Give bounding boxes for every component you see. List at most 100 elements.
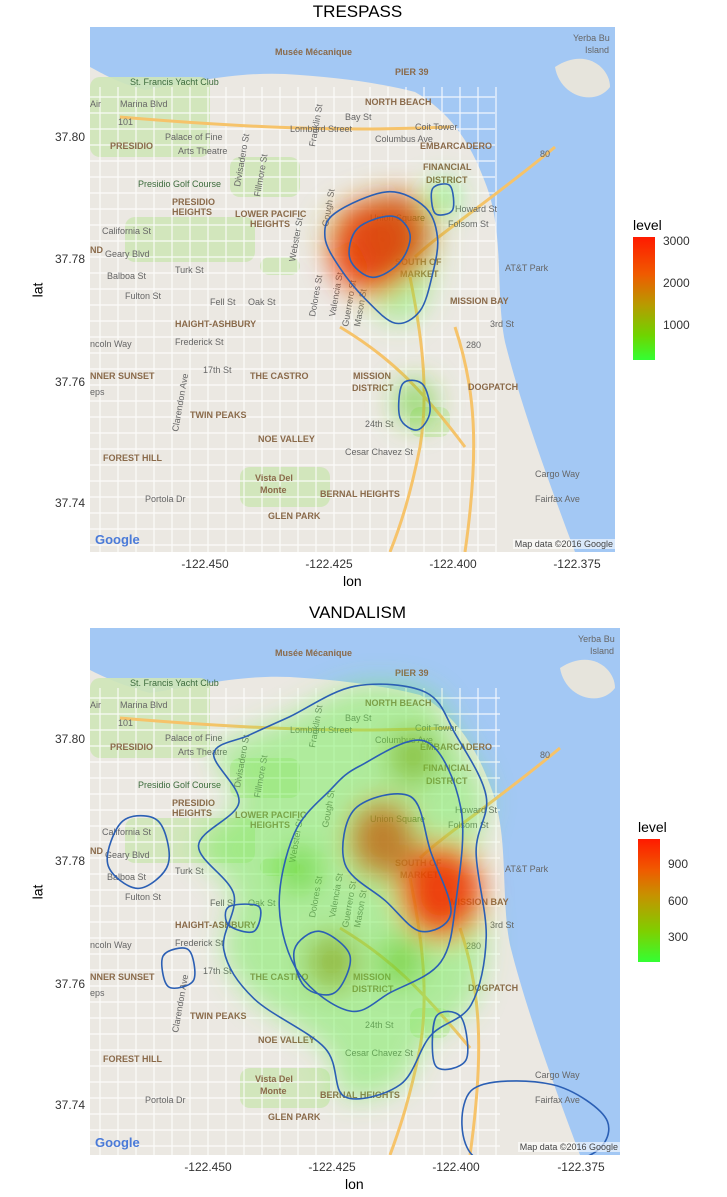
contour-line [106, 814, 170, 890]
map-label-mission-district: DISTRICT [352, 383, 394, 393]
map-label-att: AT&T Park [505, 864, 549, 874]
map-label-yerba: Yerba Bu [578, 634, 615, 644]
map-label-marina: Marina Blvd [120, 700, 168, 710]
map-label-palace: Palace of Fine [165, 132, 223, 142]
legend-title: level [633, 217, 662, 233]
map-label-lincoln: ncoln Way [90, 339, 132, 349]
map-label-mission: MISSION [353, 371, 391, 381]
legend-label: 600 [668, 894, 689, 908]
density-heat [198, 684, 487, 1099]
map-label-portola: Portola Dr [145, 494, 186, 504]
legend-label: 2000 [663, 276, 690, 290]
map-label-lincoln: ncoln Way [90, 940, 132, 950]
map-label-hw80: 80 [540, 750, 550, 760]
contour-line [224, 903, 262, 934]
y-tick: 37.76 [54, 977, 85, 991]
map-label-cargo: Cargo Way [535, 469, 580, 479]
x-tick: -122.425 [308, 1160, 356, 1174]
map-label-balboa: Balboa St [107, 271, 147, 281]
map-label-the-castro: THE CASTRO [250, 371, 309, 381]
map-label-hw101: 101 [118, 117, 133, 127]
density-hotspot [349, 800, 417, 879]
y-axis-title: lat [29, 282, 46, 298]
map-label-fell: Fell St [210, 297, 236, 307]
map-label-fulton: Fulton St [125, 892, 162, 902]
density-hotspot [389, 729, 437, 785]
map-label-coit: Coit Tower [415, 122, 457, 132]
map-label-bernal: BERNAL HEIGHTS [320, 489, 400, 499]
map-data-credit: Map data ©2016 Google [512, 539, 615, 549]
map-label-hw101: 101 [118, 718, 133, 728]
map-label-presidio: PRESIDIO [110, 141, 153, 151]
map-label-balboa: Balboa St [107, 872, 147, 882]
map-label-eps: eps [90, 988, 105, 998]
map-label-yacht-club: St. Francis Yacht Club [130, 678, 219, 688]
x-tick: -122.450 [181, 557, 229, 571]
map-label-presidio-heights: PRESIDIO [172, 798, 215, 808]
bay-water [90, 27, 615, 552]
map-label-arts: Arts Theatre [178, 747, 227, 757]
map-label-oak: Oak St [248, 297, 276, 307]
map-panel-trespass: St. Francis Yacht Club Musée Mécanique PIE… [90, 27, 615, 552]
density-hotspot [400, 844, 482, 939]
map-label-presidio: PRESIDIO [110, 742, 153, 752]
map-label-presidio-heights: PRESIDIO [172, 197, 215, 207]
map-label-dogpatch: DOGPATCH [468, 983, 518, 993]
map-label-palace: Palace of Fine [165, 733, 223, 743]
google-logo: Google [95, 532, 140, 547]
density-hotspot [358, 192, 432, 277]
map-label-fulton: Fulton St [125, 291, 162, 301]
map-label-nd: ND [90, 245, 103, 255]
legend-colorbar [633, 237, 655, 360]
map-label-turk: Turk St [175, 866, 204, 876]
y-tick: 37.80 [54, 732, 85, 746]
map-label-frederick: Frederick St [175, 938, 224, 948]
contour-line [323, 190, 439, 325]
map-label-heights: HEIGHTS [172, 808, 212, 818]
y-tick: 37.74 [54, 1098, 85, 1112]
map-label-howard: Howard St [455, 204, 498, 214]
map-label-glen-park: GLEN PARK [268, 1112, 321, 1122]
map-label-lower-heights: HEIGHTS [250, 219, 290, 229]
y-tick: 37.80 [54, 130, 85, 144]
legend-title: level [638, 819, 667, 835]
map-label-lower-pacific: LOWER PACIFIC [235, 209, 307, 219]
map-label-musee: Musée Mécanique [275, 648, 352, 658]
contour-line [348, 215, 412, 279]
y-axis-title: lat [29, 884, 46, 900]
map-label-golf: Presidio Golf Course [138, 179, 221, 189]
map-label-inner-sunset: NNER SUNSET [90, 371, 155, 381]
map-panel-vandalism: St. Francis Yacht Club Musée Mécanique PIE… [90, 628, 620, 1155]
legend-vandalism: level 900 600 300 [638, 819, 718, 969]
y-tick: 37.78 [54, 252, 85, 266]
map-label-fairfax: Fairfax Ave [535, 1095, 580, 1105]
density-hotspot [427, 180, 458, 216]
contour-line [342, 793, 452, 933]
map-label-yerba: Yerba Bu [573, 33, 610, 43]
map-label-mission-bay: MISSION BAY [450, 296, 509, 306]
map-label-glen-park: GLEN PARK [268, 511, 321, 521]
map-label-portola: Portola Dr [145, 1095, 186, 1105]
x-tick: -122.425 [305, 557, 353, 571]
map-svg: St. Francis Yacht Club Musée Mécanique PIE… [90, 27, 615, 552]
bay-water [90, 628, 620, 1155]
map-svg: St. Francis Yacht Club Musée Mécanique PIE… [90, 628, 620, 1155]
map-label-north-beach: NORTH BEACH [365, 97, 432, 107]
map-label-geary: Geary Blvd [105, 850, 150, 860]
map-label-twin-peaks: TWIN PEAKS [190, 1011, 247, 1021]
map-label-monte: Monte [260, 485, 287, 495]
map-label-district: DISTRICT [426, 175, 468, 185]
map-label-bay: Bay St [345, 112, 372, 122]
density-wash [198, 684, 487, 1099]
map-label-hw80: 80 [540, 149, 550, 159]
map-label-embarcadero: EMBARCADERO [420, 141, 492, 151]
x-tick: -122.450 [184, 1160, 232, 1174]
map-label-att: AT&T Park [505, 263, 549, 273]
map-label-twin-peaks: TWIN PEAKS [190, 410, 247, 420]
contour-line [278, 739, 464, 1013]
legend-trespass: level 3000 2000 1000 [633, 217, 713, 367]
map-label-forest-hill: FOREST HILL [103, 1054, 162, 1064]
map-label-inner-sunset: NNER SUNSET [90, 972, 155, 982]
panel-title-vandalism: VANDALISM [309, 603, 406, 622]
map-label-cargo: Cargo Way [535, 1070, 580, 1080]
